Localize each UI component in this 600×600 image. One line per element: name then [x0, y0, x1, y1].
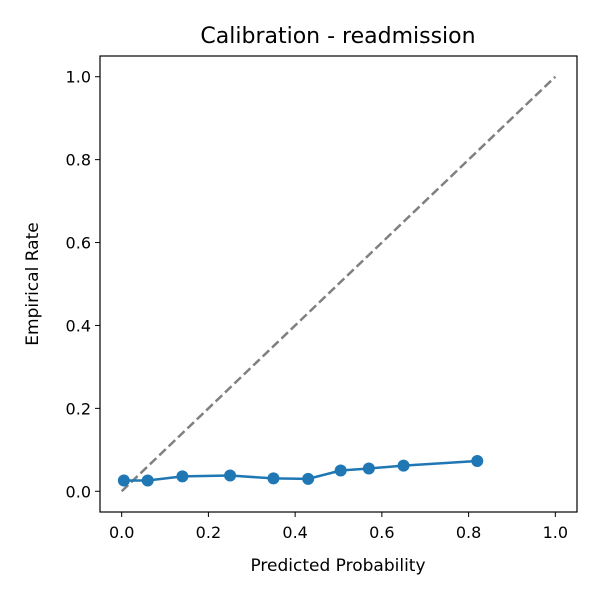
y-tick-label: 0.2	[66, 399, 91, 418]
calibration-point	[267, 472, 280, 485]
calibration-point	[334, 464, 347, 477]
x-tick-label: 0.0	[109, 523, 134, 542]
calibration-point	[117, 474, 130, 487]
calibration-point	[141, 474, 154, 487]
calibration-point	[224, 469, 237, 482]
x-axis: 0.0 0.2 0.4 0.6 0.8 1.0	[109, 512, 568, 542]
x-tick-label: 0.2	[196, 523, 221, 542]
plot-frame	[99, 55, 578, 513]
y-axis: 0.0 0.2 0.4 0.6 0.8 1.0	[66, 68, 100, 501]
calibration-point	[397, 459, 410, 472]
x-tick-label: 0.8	[456, 523, 481, 542]
plot-series	[117, 75, 557, 493]
calibration-point	[471, 455, 484, 468]
x-tick-label: 0.6	[369, 523, 394, 542]
x-axis-label: Predicted Probability	[250, 556, 425, 576]
y-tick-label: 1.0	[66, 68, 91, 87]
calibration-point	[176, 470, 189, 483]
y-tick-label: 0.4	[66, 316, 91, 335]
reference-diagonal-line	[120, 75, 557, 493]
y-tick-label: 0.8	[66, 151, 91, 170]
calibration-point	[362, 462, 375, 475]
calibration-point	[302, 472, 315, 485]
calibration-line	[123, 459, 478, 482]
y-tick-label: 0.0	[66, 482, 91, 501]
x-tick-label: 1.0	[543, 523, 568, 542]
x-tick-label: 0.4	[282, 523, 307, 542]
y-axis-label: Empirical Rate	[23, 222, 43, 345]
chart-title: Calibration - readmission	[200, 24, 475, 49]
y-tick-label: 0.6	[66, 234, 91, 253]
